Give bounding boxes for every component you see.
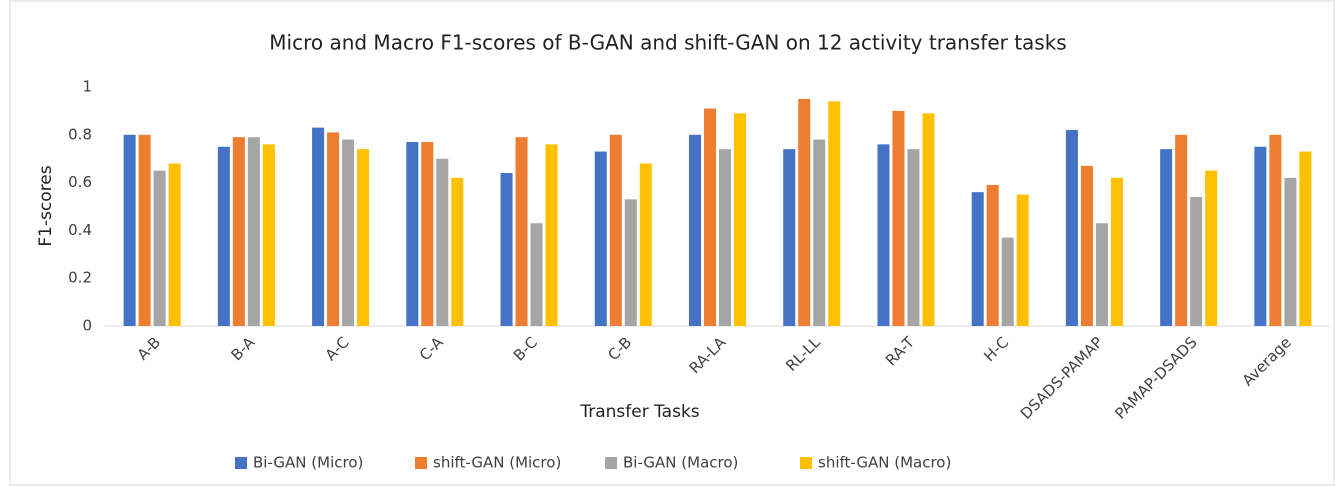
bar [1205, 170, 1218, 326]
legend-swatch [415, 457, 427, 469]
legend-label: shift-GAN (Macro) [818, 454, 951, 472]
bar [1110, 177, 1123, 326]
bar [639, 163, 652, 326]
y-tick-label: 0 [82, 317, 92, 335]
bar [545, 144, 558, 326]
bar [734, 113, 746, 326]
bar [1160, 149, 1173, 326]
legend-label: Bi-GAN (Macro) [623, 454, 738, 472]
bar [1284, 177, 1297, 326]
bar [1269, 134, 1282, 326]
bar [986, 184, 999, 326]
x-axis-label: Transfer Tasks [579, 402, 699, 422]
bar [1080, 165, 1093, 326]
legend-label: shift-GAN (Micro) [433, 454, 561, 472]
bar [971, 192, 984, 326]
bar [357, 149, 370, 326]
bar [813, 139, 826, 326]
y-tick-label: 0.4 [68, 221, 92, 239]
bar [624, 199, 637, 326]
bar [262, 144, 275, 326]
bar [594, 151, 607, 326]
bar [168, 163, 181, 326]
bar [530, 223, 543, 326]
y-tick-label: 1 [82, 78, 92, 96]
bar [1299, 151, 1312, 326]
bar [421, 141, 434, 326]
y-tick-label: 0.6 [68, 173, 92, 191]
bar [922, 113, 935, 326]
legend-swatch [235, 457, 247, 469]
bar [907, 149, 920, 326]
bar [342, 139, 355, 326]
bar [153, 170, 166, 326]
bar [451, 177, 464, 326]
bar [1254, 146, 1267, 326]
bar [123, 134, 136, 326]
bar [704, 108, 716, 326]
chart-title: Micro and Macro F1-scores of B-GAN and s… [269, 31, 1066, 55]
bar [247, 137, 260, 326]
bar [1095, 223, 1108, 326]
bar [609, 134, 622, 326]
bar [719, 149, 731, 326]
legend-label: Bi-GAN (Micro) [253, 454, 363, 472]
bar [1016, 194, 1029, 326]
bar [500, 173, 513, 326]
bar [436, 158, 449, 326]
bar [783, 149, 796, 326]
y-tick-label: 0.2 [68, 269, 92, 287]
bar [406, 141, 419, 326]
legend-swatch [605, 457, 617, 469]
legend-swatch [800, 457, 812, 469]
bar [312, 127, 325, 326]
bar [689, 134, 701, 326]
bar [828, 101, 841, 326]
bar [798, 98, 811, 326]
bar [892, 110, 905, 327]
bar [232, 137, 245, 326]
y-tick-label: 0.8 [68, 125, 92, 143]
bar [1065, 130, 1078, 326]
bar [877, 144, 890, 326]
bar [515, 137, 528, 326]
bar [1190, 196, 1203, 326]
bar [217, 146, 230, 326]
bar [327, 132, 340, 326]
bar [1001, 237, 1014, 326]
y-axis-label: F1-scores [36, 165, 56, 246]
bar [138, 134, 151, 326]
bar [1175, 134, 1188, 326]
